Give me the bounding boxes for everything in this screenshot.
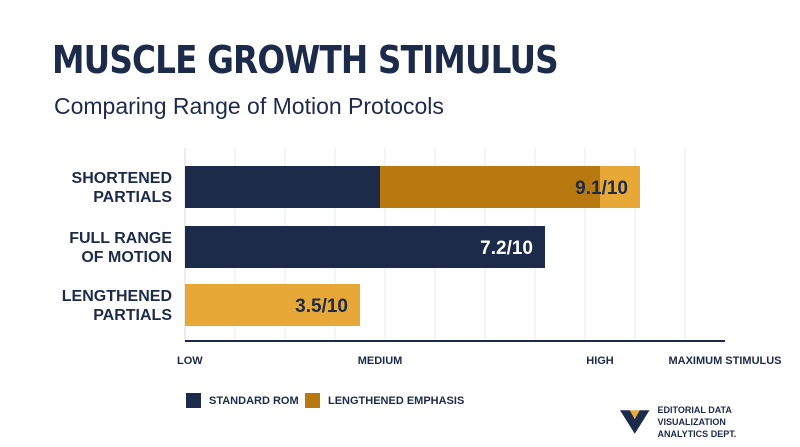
- legend-label-lengthened-emphasis: LENGTHENED EMPHASIS: [328, 394, 465, 407]
- legend-swatch-lengthened-emphasis: [305, 393, 320, 408]
- category-label-line: FULL RANGE: [69, 230, 172, 247]
- x-tick-label: LOW: [177, 355, 203, 367]
- legend-item-lengthened-emphasis: LENGTHENED EMPHASIS: [305, 393, 464, 408]
- legend-item-standard-rom: STANDARD ROM: [186, 393, 299, 408]
- brand-line-2: ANALYTICS DEPT.: [657, 429, 737, 439]
- x-tick-label: MAXIMUM STIMULUS: [668, 355, 781, 367]
- bar-value-label: 7.2/10: [480, 238, 533, 259]
- brand-line-1: EDITORIAL DATA VISUALIZATION: [657, 405, 732, 427]
- category-label: SHORTENED PARTIALS: [72, 170, 173, 206]
- bar-lengthened-emphasis-0: [380, 166, 600, 208]
- x-tick-label: MEDIUM: [358, 355, 403, 367]
- legend-label-standard-rom: STANDARD ROM: [209, 394, 299, 407]
- category-label-line: PARTIALS: [93, 307, 172, 324]
- chart-subtitle: Comparing Range of Motion Protocols: [54, 93, 444, 119]
- category-label-line: SHORTENED: [72, 170, 172, 187]
- category-label-line: OF MOTION: [81, 249, 172, 266]
- bar-value-label: 9.1/10: [575, 178, 628, 199]
- legend-swatch-standard-rom: [186, 393, 201, 408]
- category-label: FULL RANGE OF MOTION: [69, 230, 172, 266]
- bar-standard-rom-0: [185, 166, 380, 208]
- bar-lengthened-emphasis-highlight-2: [185, 284, 360, 326]
- x-tick-label: HIGH: [586, 355, 614, 367]
- bar-standard-rom-1: [185, 226, 545, 268]
- brand-logo-icon: [620, 410, 650, 434]
- brand-block: EDITORIAL DATA VISUALIZATION ANALYTICS D…: [620, 404, 800, 440]
- category-label: LENGTHENED PARTIALS: [62, 288, 173, 324]
- category-label-line: PARTIALS: [93, 189, 172, 206]
- chart-title: MUSCLE GROWTH STIMULUS: [52, 38, 559, 82]
- bar-value-label: 3.5/10: [295, 296, 348, 317]
- bar-lengthened-emphasis-highlight-0: [600, 166, 640, 208]
- category-label-line: LENGTHENED: [62, 288, 172, 305]
